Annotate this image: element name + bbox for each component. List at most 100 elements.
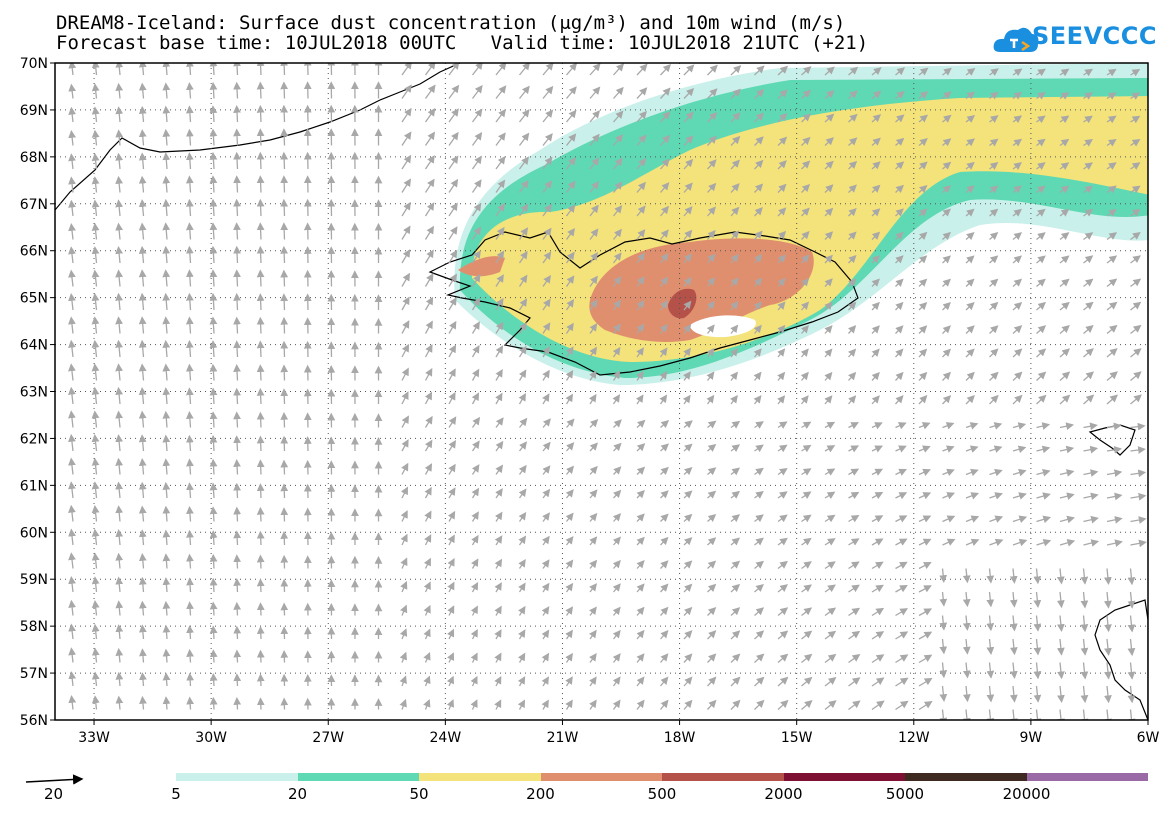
wind-arrow xyxy=(115,434,124,452)
wind-arrow xyxy=(801,491,812,499)
wind-arrow xyxy=(1033,615,1042,632)
wind-arrow xyxy=(495,488,503,499)
wind-arrow xyxy=(185,198,194,217)
wind-arrow xyxy=(115,363,123,381)
wind-arrow xyxy=(115,695,124,710)
wind-arrow xyxy=(824,676,837,687)
wind-arrow xyxy=(518,156,529,170)
wind-arrow xyxy=(399,651,408,663)
wind-arrow xyxy=(68,223,76,240)
wind-arrow xyxy=(1012,348,1023,358)
wind-arrow xyxy=(895,325,904,334)
wind-arrow xyxy=(399,675,407,687)
wind-arrow xyxy=(68,671,77,687)
wind-arrow xyxy=(1036,138,1046,147)
wind-arrow xyxy=(256,316,265,334)
wind-arrow xyxy=(965,325,975,334)
wind-arrow xyxy=(683,490,693,499)
lat-label: 61N xyxy=(20,478,48,494)
wind-arrow xyxy=(91,623,100,640)
wind-arrow xyxy=(777,89,788,99)
wind-arrow xyxy=(91,600,100,616)
wind-arrow xyxy=(91,481,100,499)
wind-arrow xyxy=(471,226,482,240)
wind-arrow xyxy=(824,630,837,640)
wind-arrow xyxy=(848,301,857,311)
wind-arrow xyxy=(1103,568,1112,585)
wind-arrow xyxy=(541,559,550,569)
wind-arrow xyxy=(612,323,621,334)
wind-arrow xyxy=(612,181,623,193)
wind-arrow xyxy=(186,625,194,640)
wind-arrow xyxy=(962,591,971,608)
wind-arrow xyxy=(754,653,765,663)
wind-arrow xyxy=(1104,709,1112,720)
colorbar-label: 50 xyxy=(409,785,429,803)
wind-arrow xyxy=(424,367,433,381)
wind-arrow xyxy=(1080,615,1089,633)
wind-arrow xyxy=(589,86,601,99)
wind-arrow xyxy=(589,110,601,123)
wind-arrow xyxy=(518,345,527,358)
wind-arrow xyxy=(683,443,693,452)
wind-arrow xyxy=(824,325,833,334)
wind-arrow xyxy=(801,468,812,476)
wind-arrow xyxy=(401,107,412,123)
wind-arrow xyxy=(518,85,530,99)
wind-arrow xyxy=(495,345,504,358)
wind-arrow xyxy=(115,671,124,687)
wind-arrow xyxy=(162,387,171,405)
wind-arrow xyxy=(1012,468,1027,477)
wind-arrow xyxy=(1106,138,1117,147)
wind-arrow xyxy=(401,154,412,170)
wind-arrow xyxy=(962,685,971,703)
wind-arrow xyxy=(754,88,765,99)
wind-arrow xyxy=(542,298,551,311)
wind-arrow xyxy=(895,67,906,76)
lon-label: 6W xyxy=(1137,730,1160,746)
wind-arrow xyxy=(754,136,764,146)
wind-arrow xyxy=(1036,278,1046,287)
wind-arrow xyxy=(871,114,882,123)
wind-arrow xyxy=(233,105,241,123)
wind-arrow xyxy=(280,364,289,381)
wind-arrow xyxy=(401,131,412,146)
wind-arrow xyxy=(965,538,980,547)
wind-arrow xyxy=(895,395,904,405)
wind-arrow xyxy=(115,339,123,358)
wind-arrow xyxy=(185,363,194,381)
wind-arrow xyxy=(660,182,670,193)
scotland-coast xyxy=(1094,599,1148,720)
wind-arrow xyxy=(871,422,883,430)
wind-arrow xyxy=(1056,568,1065,585)
wind-arrow xyxy=(895,114,905,123)
lon-label: 12W xyxy=(898,730,930,746)
wind-arrow xyxy=(1059,301,1070,311)
wind-arrow xyxy=(660,536,669,546)
wind-arrow xyxy=(939,685,948,702)
wind-arrow xyxy=(1130,348,1142,358)
wind-arrow xyxy=(280,63,289,76)
wind-arrow xyxy=(683,135,694,146)
wind-arrow xyxy=(68,199,76,217)
wind-arrow xyxy=(682,394,691,405)
wind-arrow xyxy=(424,84,436,99)
wind-arrow xyxy=(706,324,715,334)
wind-arrow xyxy=(1083,301,1094,311)
wind-arrow xyxy=(1012,138,1023,147)
wind-arrow xyxy=(730,371,739,381)
wind-arrow xyxy=(636,699,645,710)
wind-arrow xyxy=(495,85,507,99)
wind-arrow xyxy=(1059,348,1070,358)
wind-arrow xyxy=(209,506,218,522)
wind-reference-label: 20 xyxy=(44,785,64,803)
wind-arrow xyxy=(918,161,928,170)
wind-arrow xyxy=(162,105,171,123)
wind-arrow xyxy=(962,662,971,679)
wind-arrow xyxy=(186,672,195,687)
wind-arrow xyxy=(138,175,147,193)
wind-arrow xyxy=(542,133,553,146)
wind-arrow xyxy=(942,395,952,405)
wind-arrow xyxy=(162,245,171,264)
wind-arrow xyxy=(659,394,668,405)
